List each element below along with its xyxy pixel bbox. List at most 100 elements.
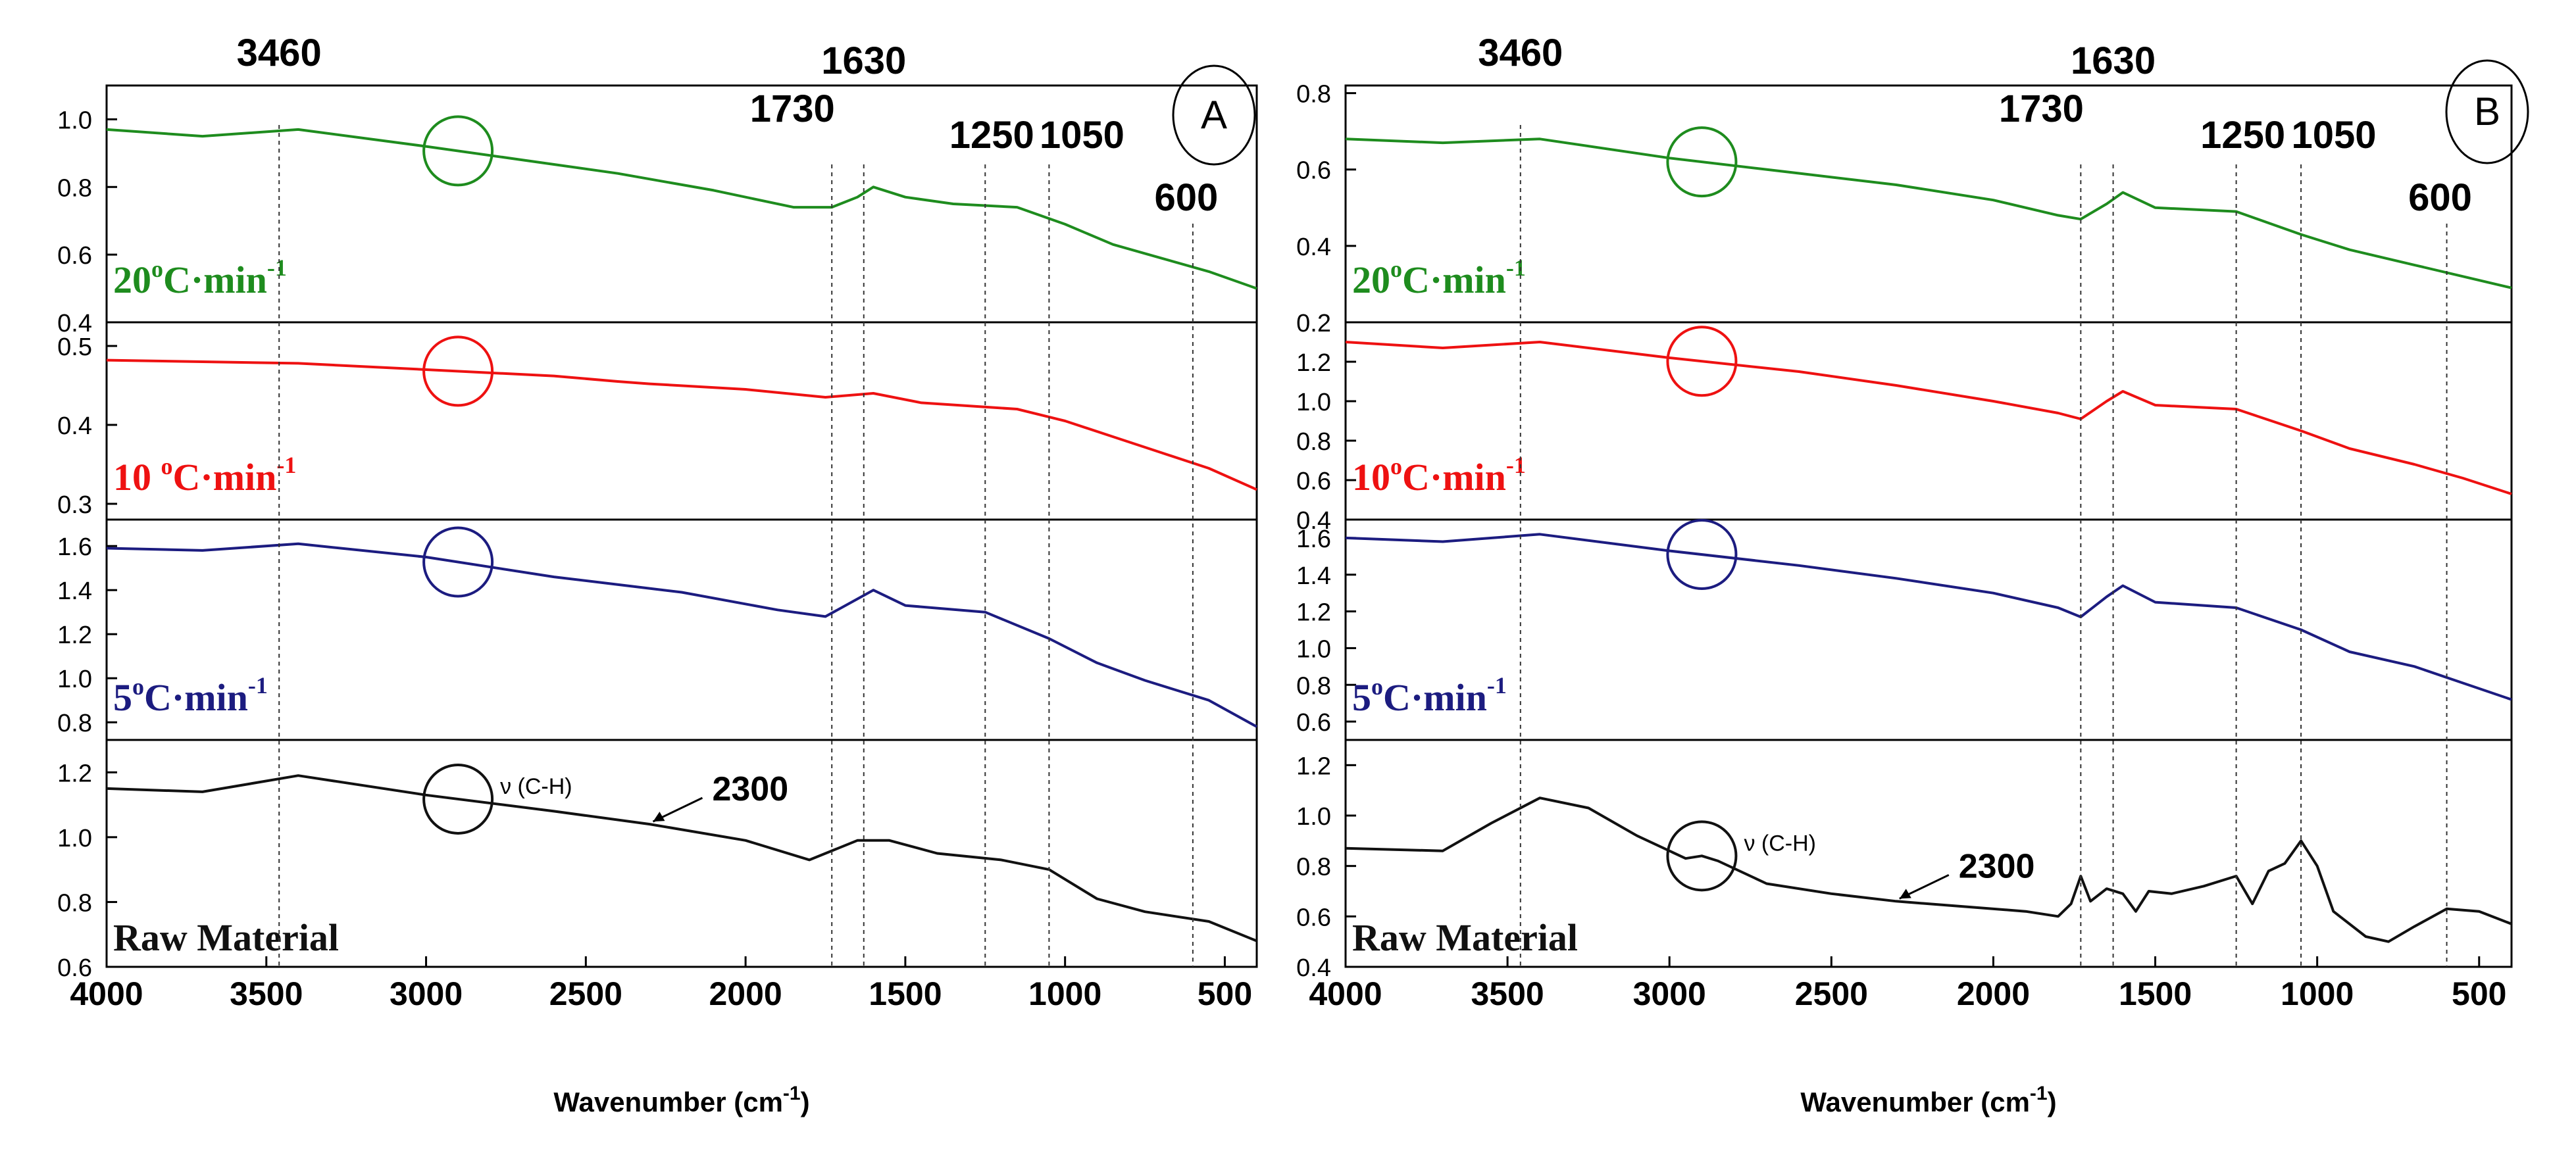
y-tick-label: 1.2 (1296, 599, 1331, 627)
y-tick-label: 0.6 (1296, 709, 1331, 737)
y-tick-label: 0.8 (1296, 81, 1331, 109)
y-tick-label: 1.0 (1296, 389, 1331, 416)
y-tick-label: 0.6 (57, 954, 92, 982)
marker-label: 1730 (1999, 87, 2084, 130)
vch-annotation: ν (C-H) (1744, 831, 1816, 856)
series-line (106, 774, 1257, 943)
y-tick-label: 1.2 (57, 622, 92, 649)
x-tick-label: 1000 (1028, 975, 1101, 1012)
series-label: 10 oC·min-1 (113, 452, 296, 499)
marker-label: 1630 (821, 39, 906, 82)
subplot-frame (105, 739, 1258, 968)
y-tick-label: 0.8 (1296, 672, 1331, 700)
series-line (106, 358, 1257, 491)
panel-letter-ellipse (2445, 59, 2529, 164)
series-line (1345, 533, 2512, 701)
x-tick-label: 1500 (2119, 975, 2192, 1012)
x-tick-label: 2000 (709, 975, 782, 1012)
series-line (1345, 796, 2512, 943)
y-tick-label: 0.6 (1296, 468, 1331, 495)
y-tick-label: 0.4 (1296, 507, 1331, 535)
ch-region-circle (422, 335, 494, 407)
y-tick-label: 0.3 (57, 491, 92, 519)
y-tick-label: 1.6 (1296, 526, 1331, 553)
x-axis-label: Wavenumber (cm-1) (1800, 1083, 2056, 1117)
y-tick-label: 0.5 (57, 333, 92, 361)
panel-b: B 0.2 0.4 0.6 0.8 20oC·min-1 0.4 0.6 0.8 1.0 1.2 10… (1296, 32, 2529, 1117)
series-label: Raw Material (1352, 916, 1578, 959)
y-tick-label: 1.0 (1296, 803, 1331, 831)
panel-letter: B (2474, 89, 2500, 134)
x-tick-label: 1500 (869, 975, 942, 1012)
x-tick-label: 3000 (1633, 975, 1706, 1012)
y-tick-label: 0.6 (1296, 904, 1331, 931)
series-line (106, 128, 1257, 290)
y-tick-label: 0.4 (57, 412, 92, 440)
ch-region-circle (1666, 326, 1738, 397)
marker-label: 1730 (750, 87, 835, 130)
x-tick-label: 3500 (230, 975, 303, 1012)
annotation-arrowhead (1899, 889, 1911, 899)
y-tick-label: 0.8 (57, 174, 92, 202)
ch-region-circle (422, 115, 494, 187)
x-tick-label: 2000 (1957, 975, 2030, 1012)
series-label: 20oC·min-1 (113, 255, 287, 301)
y-tick-label: 0.6 (1296, 157, 1331, 185)
y-tick-label: 0.2 (1296, 310, 1331, 337)
ch-region-circle (422, 526, 494, 598)
series-line (1345, 341, 2512, 495)
marker-label: 3460 (1478, 32, 1563, 74)
series-line (1345, 137, 2512, 289)
x-tick-label: 4000 (1309, 975, 1382, 1012)
series-label: 10oC·min-1 (1352, 452, 1526, 499)
y-tick-label: 1.0 (57, 825, 92, 852)
y-tick-label: 1.0 (57, 107, 92, 134)
panel-letter-ellipse (1172, 64, 1256, 166)
x-tick-label: 2500 (1795, 975, 1868, 1012)
y-tick-label: 0.8 (57, 889, 92, 917)
x-tick-label: 4000 (70, 975, 143, 1012)
marker-label: 1250 (949, 114, 1034, 157)
y-tick-label: 0.4 (57, 310, 92, 337)
ch-region-circle (1666, 126, 1738, 198)
x-tick-label: 500 (2452, 975, 2506, 1012)
y-tick-label: 1.2 (57, 760, 92, 787)
subplot-frame (1344, 739, 2513, 968)
x-tick-label: 1000 (2281, 975, 2354, 1012)
ch-region-circle (1666, 820, 1738, 892)
annotation-2300: 2300 (712, 770, 788, 808)
marker-label: 1250 (2200, 114, 2285, 157)
y-tick-label: 1.0 (1296, 635, 1331, 663)
ch-region-circle (1666, 519, 1738, 591)
y-tick-label: 0.4 (1296, 954, 1331, 982)
marker-label: 1050 (1040, 114, 1124, 157)
y-tick-label: 0.4 (1296, 233, 1331, 261)
y-tick-label: 1.4 (1296, 562, 1331, 590)
x-tick-label: 3000 (390, 975, 463, 1012)
series-label: 5oC·min-1 (113, 672, 268, 719)
y-tick-label: 1.0 (57, 666, 92, 693)
y-tick-label: 0.8 (1296, 854, 1331, 881)
series-label: 5oC·min-1 (1352, 672, 1507, 719)
marker-label: 1050 (2292, 114, 2377, 157)
panel-letter: A (1201, 93, 1227, 137)
y-tick-label: 1.2 (1296, 752, 1331, 780)
y-tick-label: 1.4 (57, 577, 92, 605)
series-line (106, 542, 1257, 728)
y-tick-label: 0.6 (57, 242, 92, 270)
series-label: Raw Material (113, 916, 339, 959)
marker-label: 600 (2408, 176, 2472, 219)
x-tick-label: 2500 (549, 975, 622, 1012)
y-tick-label: 0.8 (57, 710, 92, 737)
annotation-arrowhead (653, 812, 665, 822)
x-tick-label: 3500 (1471, 975, 1544, 1012)
x-axis-label: Wavenumber (cm-1) (553, 1083, 809, 1117)
series-label: 20oC·min-1 (1352, 255, 1526, 301)
y-tick-label: 0.8 (1296, 428, 1331, 456)
x-tick-label: 500 (1198, 975, 1252, 1012)
annotation-2300: 2300 (1959, 847, 2035, 885)
y-tick-label: 1.6 (57, 533, 92, 561)
marker-label: 600 (1154, 176, 1218, 219)
ch-region-circle (422, 763, 494, 835)
